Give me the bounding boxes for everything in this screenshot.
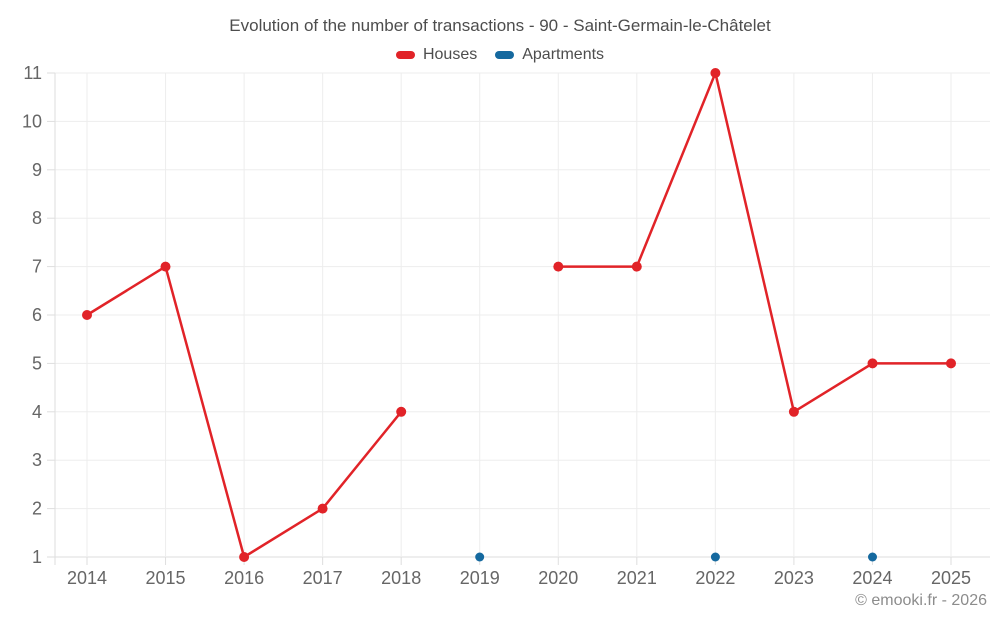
x-axis-label: 2019 [460, 568, 500, 588]
x-axis-label: 2015 [146, 568, 186, 588]
point-apartments-2022[interactable] [710, 552, 720, 562]
y-axis-label: 9 [32, 160, 42, 180]
horizontal-gridlines [47, 72, 990, 558]
point-houses-2025[interactable] [946, 358, 956, 369]
point-houses-2021[interactable] [631, 261, 642, 272]
point-houses-2014[interactable] [82, 310, 92, 320]
point-houses-2015[interactable] [160, 261, 171, 272]
x-axis-label: 2018 [381, 568, 421, 588]
houses-legend-swatch-icon [395, 51, 415, 59]
point-houses-2016[interactable] [239, 552, 250, 562]
x-axis-label: 2025 [931, 568, 971, 588]
y-axis-label: 11 [23, 63, 42, 83]
y-axis-label: 2 [32, 499, 42, 519]
point-houses-2024[interactable] [867, 358, 878, 369]
chart-title: Evolution of the number of transactions … [229, 16, 771, 35]
vertical-gridlines [86, 73, 952, 565]
x-axis-label: 2023 [774, 568, 814, 588]
legend-label-apartments: Apartments [522, 46, 605, 63]
x-axis-label: 2022 [695, 568, 735, 588]
x-axis-label: 2016 [224, 568, 264, 588]
legend-item-apartments[interactable]: Apartments [495, 46, 604, 64]
y-axis-label: 1 [32, 547, 42, 567]
x-axis-label: 2017 [303, 568, 343, 588]
point-houses-2023[interactable] [788, 406, 799, 417]
legend-item-houses[interactable]: Houses [395, 46, 478, 64]
point-apartments-2019[interactable] [475, 552, 485, 562]
apartments-legend-swatch-icon [495, 51, 515, 59]
legend-label-houses: Houses [422, 46, 478, 63]
point-houses-2017[interactable] [317, 503, 328, 514]
series-apartments [475, 552, 877, 562]
y-axis-label: 7 [32, 257, 42, 277]
series-houses [82, 68, 956, 562]
point-houses-2018[interactable] [396, 406, 407, 417]
x-axis-label: 2021 [617, 568, 657, 588]
y-axis-label: 3 [32, 450, 42, 470]
x-axis-labels: 2014 2015 2016 2017 2018 2019 2020 2021 2022 2023… [67, 568, 971, 588]
point-houses-2020[interactable] [553, 261, 564, 272]
x-axis-label: 2024 [852, 568, 892, 588]
y-axis-labels: 1 2 3 4 5 6 7 8 9 10 11 [22, 63, 42, 567]
x-axis-label: 2014 [67, 568, 107, 588]
y-axis-label: 4 [32, 402, 42, 422]
point-apartments-2024[interactable] [868, 552, 877, 562]
point-houses-2022[interactable] [710, 68, 721, 78]
y-axis-label: 5 [32, 353, 42, 373]
chart-legend: Houses Apartments [0, 46, 1000, 64]
copyright-text: © emooki.fr - 2026 [855, 592, 987, 609]
x-axis-label: 2020 [538, 568, 578, 588]
y-axis-label: 10 [22, 111, 42, 131]
y-axis-label: 6 [32, 305, 42, 325]
y-axis-label: 8 [32, 208, 42, 228]
